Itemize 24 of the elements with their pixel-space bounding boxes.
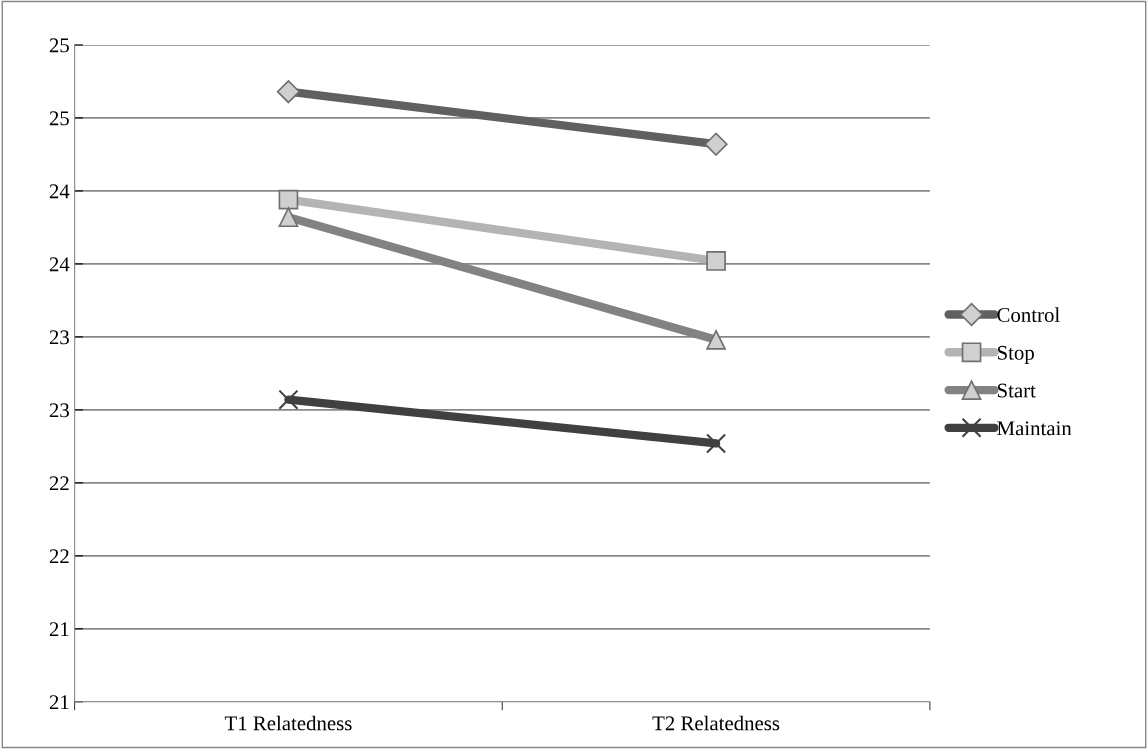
y-tick-label: 23 (49, 403, 69, 418)
point (278, 189, 299, 210)
y-tick-label: 24 (49, 184, 70, 199)
y-tick-label: 25 (49, 111, 69, 126)
y-tick-label: 24 (49, 257, 70, 272)
point (278, 389, 299, 410)
legend-label: Stop (997, 345, 1034, 364)
legend-label: Start (997, 383, 1036, 398)
y-tick-label: 21 (49, 695, 69, 710)
legend-label: Maintain (997, 421, 1072, 436)
point (706, 329, 726, 350)
y-tick-label: 21 (49, 622, 69, 637)
y-tick-label: 22 (49, 476, 69, 491)
y-tick-label: 22 (49, 549, 69, 564)
point (276, 80, 301, 104)
point (706, 433, 727, 454)
y-tick-label: 25 (49, 38, 69, 53)
legend-label: Control (997, 307, 1060, 322)
point (706, 251, 726, 271)
y-tick-label: 23 (49, 330, 69, 345)
x-tick-label: T2 Relatedness (652, 715, 780, 731)
x-tick-label: T1 Relatedness (224, 715, 352, 731)
point (704, 132, 728, 156)
point (278, 207, 299, 228)
